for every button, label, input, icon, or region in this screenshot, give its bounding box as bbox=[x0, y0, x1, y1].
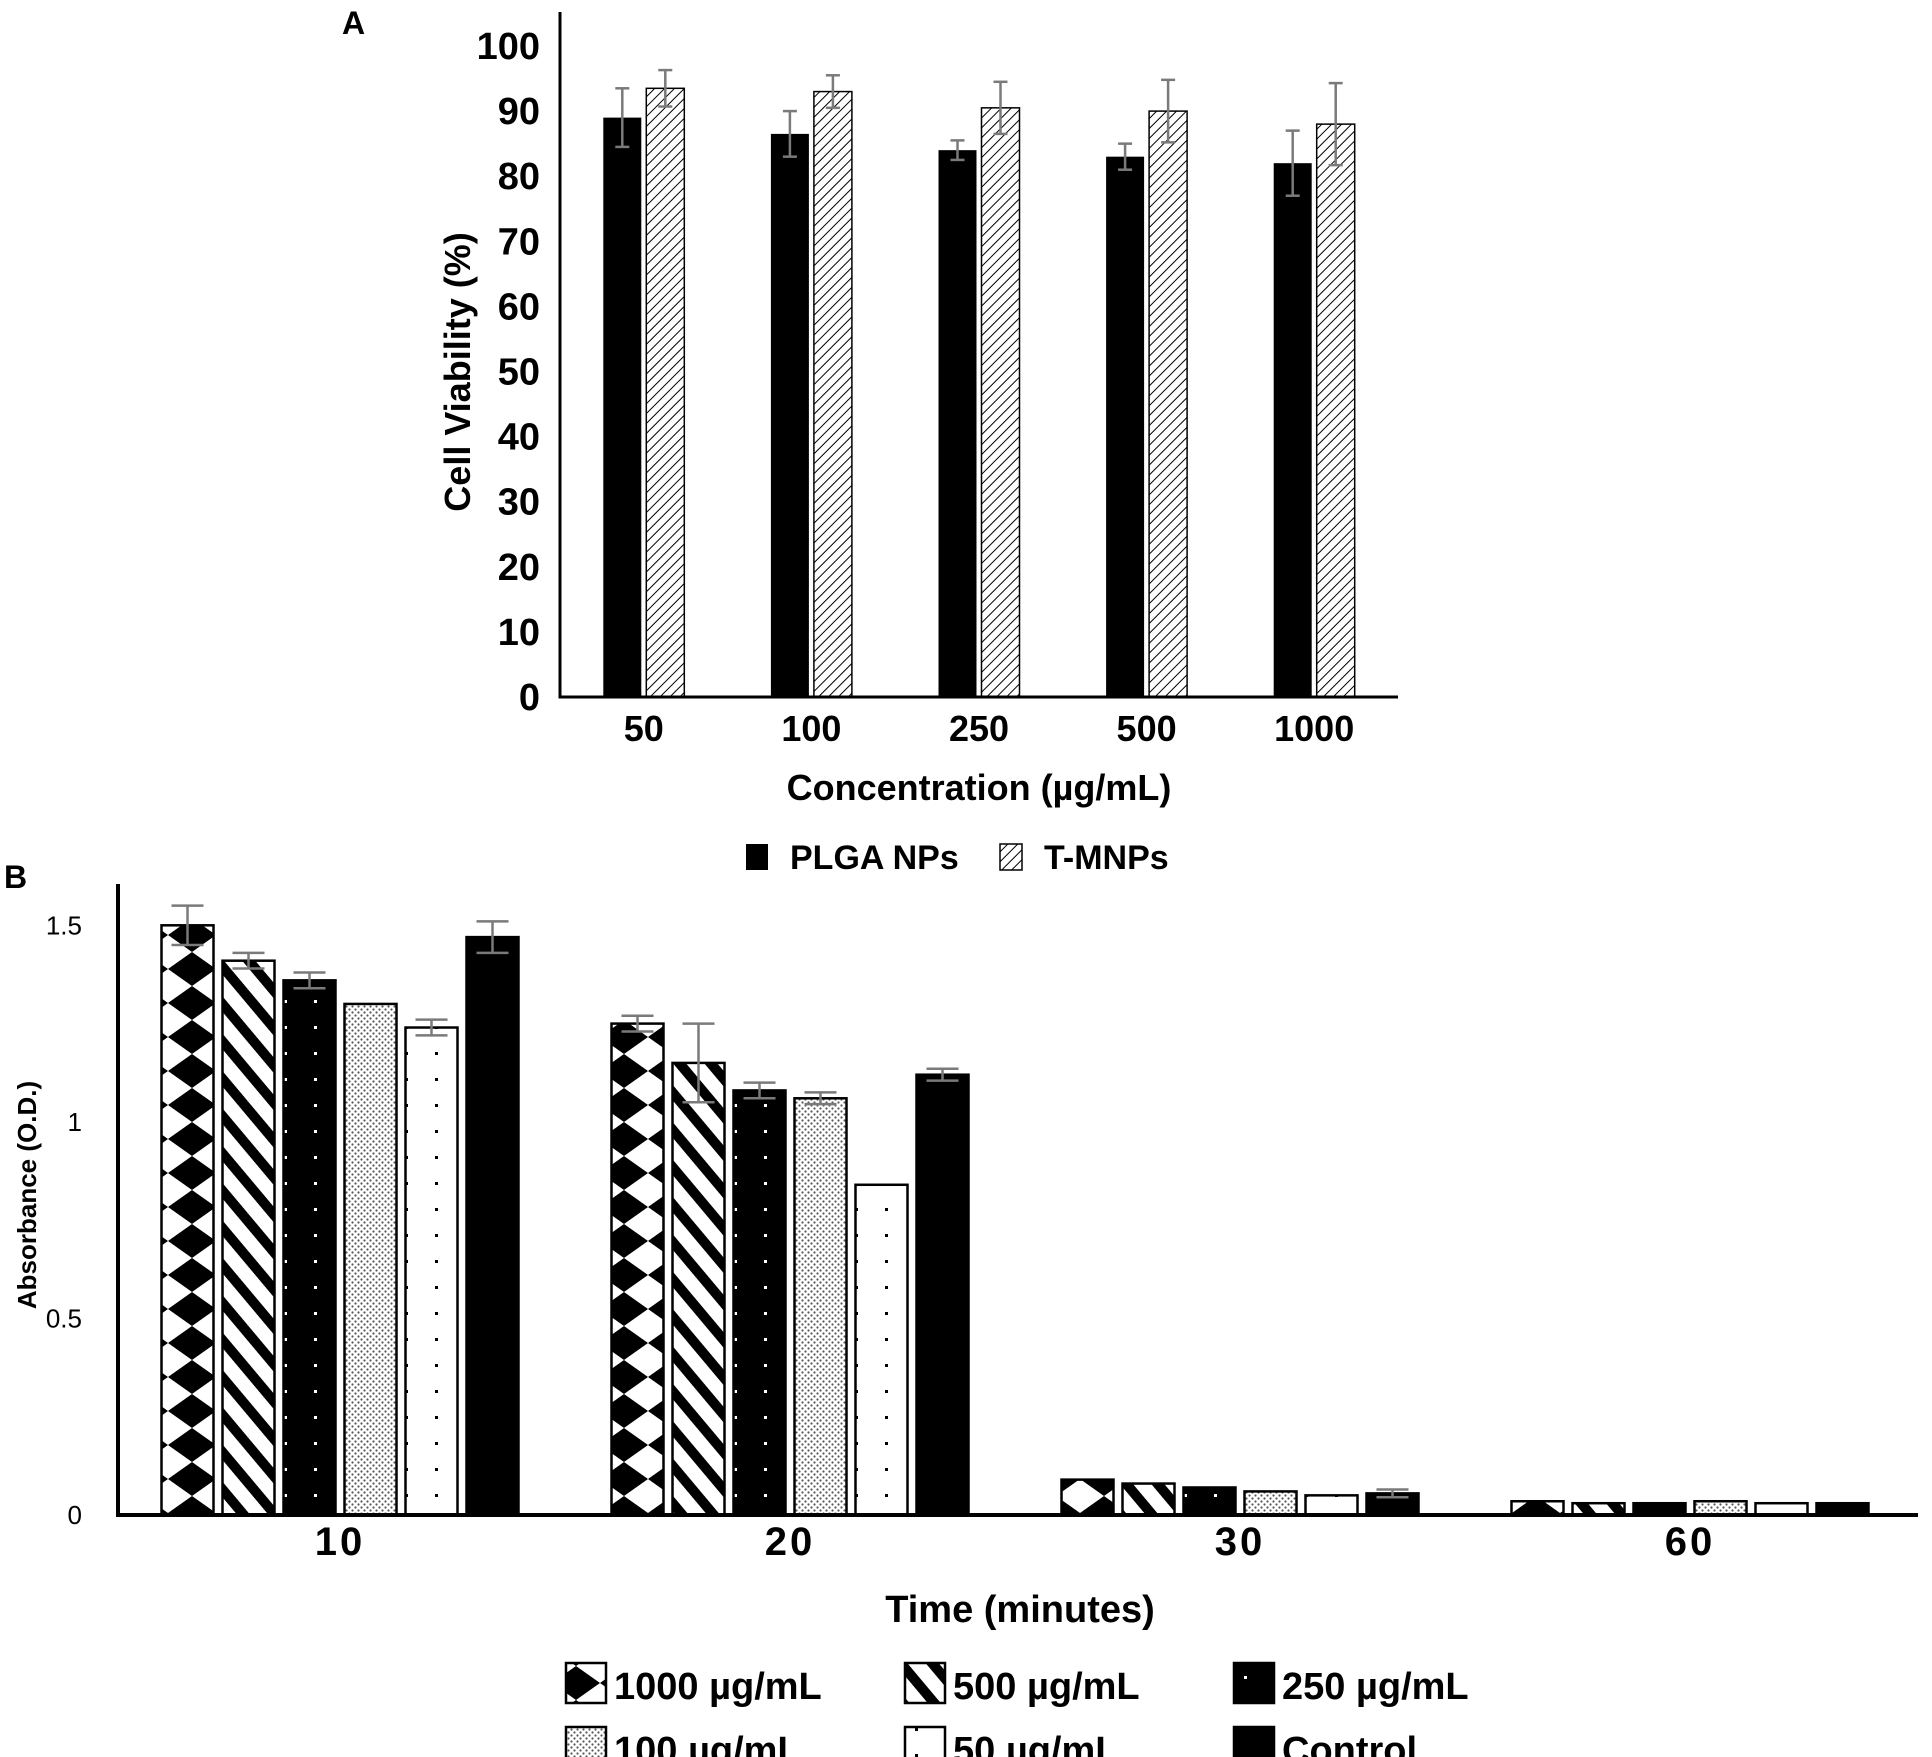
legend-label: 1000 µg/mL bbox=[614, 1666, 822, 1708]
bar bbox=[282, 979, 337, 1517]
bar bbox=[603, 117, 642, 698]
panel-b-label: B bbox=[4, 859, 27, 895]
bar bbox=[915, 1073, 970, 1517]
legend-label: 250 µg/mL bbox=[1282, 1666, 1469, 1708]
bar bbox=[465, 935, 520, 1517]
bar bbox=[1693, 1499, 1748, 1517]
y-tick-label: 50 bbox=[498, 352, 540, 394]
y-tick-label: 70 bbox=[498, 221, 540, 263]
bar bbox=[343, 1002, 398, 1517]
x-tick-label: 1000 bbox=[1274, 708, 1354, 749]
bar bbox=[1060, 1478, 1115, 1517]
bar bbox=[160, 924, 215, 1517]
bar bbox=[938, 150, 977, 697]
legend-swatch bbox=[1232, 1661, 1276, 1705]
x-tick-label: 50 bbox=[624, 708, 664, 749]
legend-label: Control bbox=[1282, 1730, 1417, 1757]
y-tick-label: 40 bbox=[498, 417, 540, 459]
y-tick-label: 90 bbox=[498, 91, 540, 133]
y-tick-label: 60 bbox=[498, 286, 540, 328]
bar bbox=[671, 1061, 726, 1517]
x-tick-label: 10 bbox=[315, 1520, 366, 1564]
legend-label: PLGA NPs bbox=[790, 839, 959, 877]
y-tick-label: 1.5 bbox=[46, 910, 82, 940]
y-tick-label: 0 bbox=[68, 1500, 82, 1530]
legend-swatch bbox=[1232, 1725, 1276, 1757]
legend-label: 500 µg/mL bbox=[953, 1666, 1140, 1708]
x-tick-label: 60 bbox=[1665, 1520, 1716, 1564]
y-tick-label: 80 bbox=[498, 156, 540, 198]
y-axis-title: Absorbance (O.D.) bbox=[12, 1081, 42, 1309]
x-axis-title: Concentration (µg/mL) bbox=[787, 767, 1172, 808]
bar bbox=[732, 1089, 787, 1517]
legend-swatch bbox=[564, 1661, 608, 1705]
y-tick-label: 0 bbox=[519, 677, 540, 719]
legend-swatch bbox=[564, 1725, 608, 1757]
bar bbox=[1121, 1482, 1176, 1517]
chart-b: 0 0.5 1 1.5 10 20 30 60 Time (minutes) Absorbance… bbox=[12, 884, 1918, 1757]
bar bbox=[793, 1097, 848, 1517]
y-tick-label: 1 bbox=[68, 1107, 82, 1137]
y-tick-label: 20 bbox=[498, 547, 540, 589]
bar bbox=[1182, 1486, 1237, 1517]
x-tick-label: 100 bbox=[781, 708, 841, 749]
bar bbox=[1304, 1494, 1359, 1517]
bar bbox=[1315, 123, 1356, 698]
bar bbox=[645, 87, 686, 698]
y-axis-title: Cell Viability (%) bbox=[437, 232, 478, 511]
y-tick-label: 100 bbox=[477, 26, 540, 68]
bar bbox=[1510, 1499, 1565, 1517]
x-tick-label: 20 bbox=[765, 1520, 816, 1564]
legend-swatch bbox=[999, 843, 1023, 871]
bar bbox=[1243, 1490, 1298, 1517]
bar bbox=[770, 133, 809, 697]
legend-label: T-MNPs bbox=[1044, 839, 1169, 877]
bar bbox=[610, 1022, 665, 1517]
bar bbox=[221, 959, 276, 1517]
bar bbox=[404, 1026, 459, 1517]
bar bbox=[1273, 163, 1312, 697]
chart-a: 0 10 20 30 40 50 60 70 80 90 100 50 100 250 500 1000 Con… bbox=[437, 12, 1398, 877]
y-tick-label: 0.5 bbox=[46, 1303, 82, 1333]
bar bbox=[854, 1183, 909, 1517]
bar bbox=[1148, 110, 1188, 698]
bar bbox=[980, 107, 1021, 698]
legend-swatch bbox=[903, 1725, 947, 1757]
legend-label: 50 µg/mL bbox=[953, 1730, 1119, 1757]
x-axis-title: Time (minutes) bbox=[885, 1589, 1155, 1631]
bar bbox=[1106, 156, 1145, 698]
y-tick-label: 10 bbox=[498, 612, 540, 654]
legend-swatch bbox=[746, 844, 768, 870]
legend-label: 100 µg/mL bbox=[614, 1730, 801, 1757]
bar bbox=[813, 90, 853, 698]
x-tick-label: 30 bbox=[1215, 1520, 1266, 1564]
x-tick-label: 250 bbox=[949, 708, 1009, 749]
x-tick-label: 500 bbox=[1117, 708, 1177, 749]
legend-swatch bbox=[903, 1661, 947, 1705]
panel-a-label: A bbox=[342, 5, 365, 41]
y-tick-label: 30 bbox=[498, 482, 540, 524]
